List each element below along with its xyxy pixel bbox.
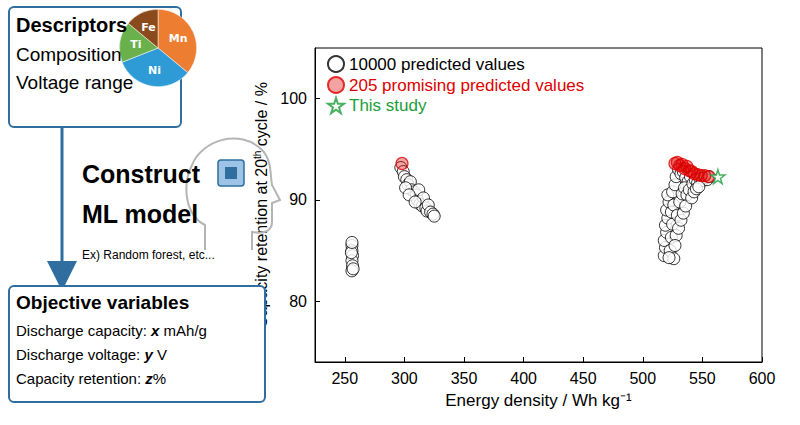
svg-text:Capacity retention at 20: Capacity retention at 20	[252, 158, 270, 328]
svg-text:Ni: Ni	[148, 64, 161, 77]
html-text:Descriptors: Descriptors	[16, 14, 128, 36]
html-text:ML model: ML model	[82, 200, 199, 228]
svg-text:10000 predicted values: 10000 predicted values	[349, 55, 525, 74]
svg-text:350: 350	[451, 370, 478, 387]
svg-text:Fe: Fe	[141, 21, 156, 34]
html-text:Construct: Construct	[82, 160, 201, 188]
svg-text:Mn: Mn	[169, 32, 188, 45]
svg-text:500: 500	[629, 370, 656, 387]
svg-text:th: th	[252, 151, 263, 159]
html-text:Ex) Random forest, etc...: Ex) Random forest, etc...	[82, 248, 215, 262]
svg-text:Energy density / Wh kg⁻¹: Energy density / Wh kg⁻¹	[445, 391, 632, 410]
html-text:Objective variables: Objective variables	[16, 292, 190, 313]
html-text:Composition: Composition	[16, 44, 122, 65]
html-text:Discharge voltage: y V: Discharge voltage: y V	[16, 346, 167, 363]
html-text:Discharge capacity: x mAh/g: Discharge capacity: x mAh/g	[16, 322, 207, 339]
svg-text:300: 300	[391, 370, 418, 387]
svg-text:100: 100	[280, 90, 307, 107]
svg-text:250: 250	[331, 370, 358, 387]
svg-text:This study: This study	[349, 96, 427, 115]
svg-text:550: 550	[689, 370, 716, 387]
svg-text:80: 80	[289, 293, 307, 310]
svg-text:205 promising predicted values: 205 promising predicted values	[349, 76, 584, 95]
svg-text:600: 600	[749, 370, 776, 387]
svg-text:Ti: Ti	[130, 38, 141, 51]
svg-text:90: 90	[289, 191, 307, 208]
svg-text:cycle / %: cycle / %	[253, 82, 270, 150]
html-text:Voltage range: Voltage range	[16, 72, 134, 93]
svg-text:400: 400	[510, 370, 537, 387]
svg-text:450: 450	[570, 370, 597, 387]
html-text:Capacity retention: z%: Capacity retention: z%	[16, 370, 167, 387]
